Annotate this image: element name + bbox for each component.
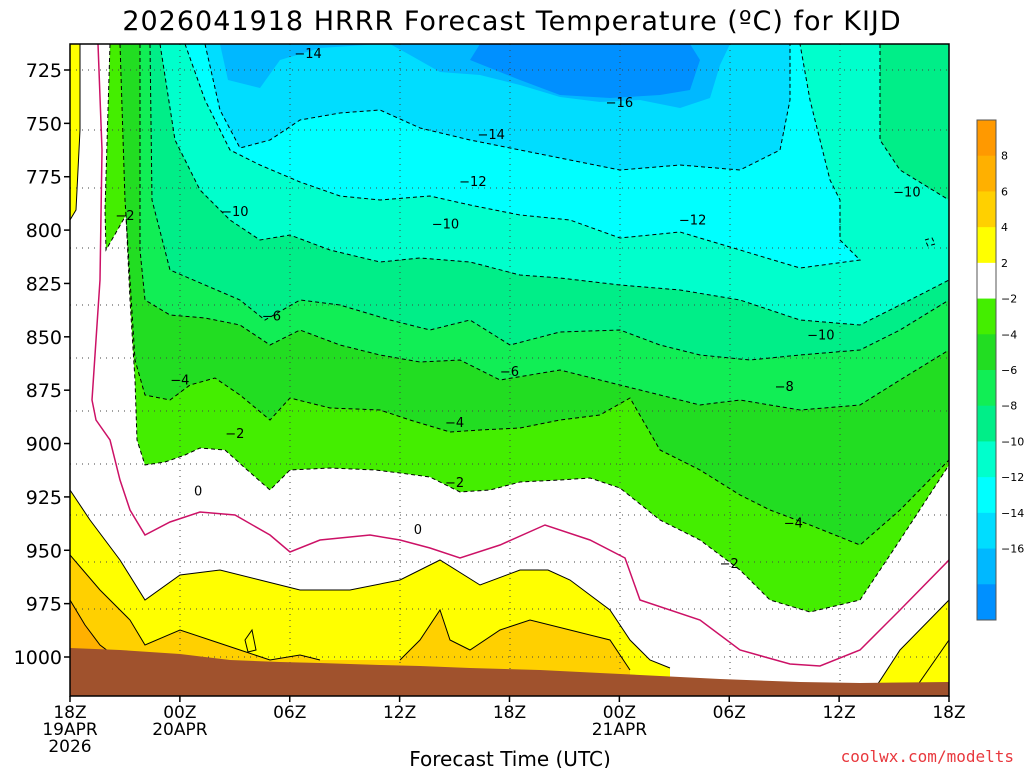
credit-text: coolwx.com/modelts bbox=[841, 747, 1014, 766]
fill-plus4 bbox=[70, 600, 120, 660]
contour-label: −10 bbox=[807, 329, 834, 344]
x-tick-label: 2026 bbox=[48, 737, 91, 757]
colorbar-swatch bbox=[977, 334, 996, 371]
colorbar-label: −16 bbox=[1001, 543, 1024, 556]
contour-label: −2 bbox=[115, 209, 134, 224]
y-tick-label: 1000 bbox=[14, 647, 62, 669]
contour-lines bbox=[104, 44, 949, 613]
colorbar-swatch bbox=[977, 512, 996, 550]
contour-label: −12 bbox=[679, 213, 706, 228]
zero-line bbox=[91, 44, 949, 667]
y-tick-label: 950 bbox=[26, 540, 62, 562]
contour-label: −12 bbox=[459, 175, 486, 190]
colorbar-swatch bbox=[977, 441, 996, 478]
y-tick-label: 800 bbox=[26, 220, 62, 242]
contour-label: −10 bbox=[432, 218, 459, 233]
colorbar-swatch bbox=[977, 370, 996, 407]
y-tick-label: 925 bbox=[26, 487, 62, 509]
x-tick-label: 12Z bbox=[383, 703, 416, 723]
colorbar-swatch bbox=[977, 227, 996, 264]
y-tick-label: 725 bbox=[26, 60, 62, 82]
contour-label: −16 bbox=[606, 96, 633, 111]
y-tick-label: 975 bbox=[26, 594, 62, 616]
colorbar-swatch bbox=[977, 262, 996, 300]
colorbar-swatch bbox=[977, 155, 996, 192]
plot-area: −14 −16 −14 −12 −10 −10 −12 −2 −10 −6 −10 −4 −6 −8 −4 −… bbox=[70, 44, 949, 696]
contour-label: −10 bbox=[893, 186, 920, 201]
contour-label: −8 bbox=[775, 380, 794, 395]
y-tick-label: 875 bbox=[26, 380, 62, 402]
x-tick-label: 19APR bbox=[42, 720, 98, 740]
colorbar-label: 6 bbox=[1001, 185, 1008, 198]
grid bbox=[70, 44, 949, 696]
contour-label: −6 bbox=[500, 365, 519, 380]
x-tick-label: 06Z bbox=[273, 703, 306, 723]
chart-title: 2026041918 HRRR Forecast Temperature (ºC… bbox=[122, 6, 901, 37]
colorbar-label: 2 bbox=[1001, 257, 1008, 270]
x-axis-label: Forecast Time (UTC) bbox=[409, 747, 611, 768]
contour-label: −6 bbox=[262, 309, 281, 324]
colorbar-swatch bbox=[977, 298, 996, 335]
x-tick-label: 20APR bbox=[152, 720, 208, 740]
colorbar-label: −8 bbox=[1001, 400, 1017, 413]
x-tick-label: 18Z bbox=[932, 703, 965, 723]
contour-label: −10 bbox=[221, 205, 248, 220]
colorbar-swatch bbox=[977, 548, 996, 585]
y-tick-label: 850 bbox=[26, 327, 62, 349]
contour-label: 0 bbox=[414, 523, 422, 538]
contour-label: −2 bbox=[720, 557, 739, 572]
contour-label: −2 bbox=[225, 427, 244, 442]
x-tick-label: 00Z bbox=[163, 703, 196, 723]
x-tick-label: 18Z bbox=[493, 703, 526, 723]
x-tick-label: 21APR bbox=[592, 720, 648, 740]
colorbar-label: 4 bbox=[1001, 221, 1008, 234]
contour-labels: −14 −16 −14 −12 −10 −10 −12 −2 −10 −6 −10 −4 −6 −8 −4 −… bbox=[115, 47, 920, 572]
colorbar-border bbox=[976, 119, 997, 621]
y-tick-label: 750 bbox=[26, 113, 62, 135]
y-tick-label: 775 bbox=[26, 167, 62, 189]
fill-minus18 bbox=[470, 44, 700, 98]
contour-label: −4 bbox=[445, 416, 464, 431]
fill-plus0-right bbox=[870, 600, 949, 696]
contour-label: −4 bbox=[784, 517, 803, 532]
y-tick-label: 825 bbox=[26, 273, 62, 295]
x-tick-label: 12Z bbox=[822, 703, 855, 723]
x-tick-label: 18Z bbox=[53, 703, 86, 723]
colorbar-label: −4 bbox=[1001, 328, 1017, 341]
colorbar-label: −2 bbox=[1001, 293, 1017, 306]
contour-label: 0 bbox=[194, 485, 202, 500]
colorbar-label: −14 bbox=[1001, 507, 1024, 520]
contour-label: −14 bbox=[294, 47, 321, 62]
y-axis: 725 750 775 800 825 850 875 900 925 950 975 1000 bbox=[14, 60, 70, 669]
colorbar-swatch bbox=[977, 191, 996, 228]
contour-label: −4 bbox=[170, 374, 189, 389]
colorbar-swatch bbox=[977, 405, 996, 442]
contour-label: −2 bbox=[445, 476, 464, 491]
x-tick-label: 00Z bbox=[603, 703, 636, 723]
contour-label: −14 bbox=[477, 128, 504, 143]
colorbar: 8 6 4 2 −2 −4 −6 −8 −10 −12 −14 −16 bbox=[976, 119, 1024, 621]
colorbar-label: −10 bbox=[1001, 435, 1024, 448]
y-tick-label: 900 bbox=[26, 434, 62, 456]
colorbar-label: 8 bbox=[1001, 150, 1008, 163]
ground bbox=[70, 648, 949, 696]
colorbar-label: −6 bbox=[1001, 364, 1017, 377]
colorbar-swatch bbox=[977, 584, 996, 621]
colorbar-swatch bbox=[977, 120, 996, 157]
colorbar-swatch bbox=[977, 477, 996, 514]
x-tick-label: 06Z bbox=[713, 703, 746, 723]
colorbar-label: −12 bbox=[1001, 471, 1024, 484]
